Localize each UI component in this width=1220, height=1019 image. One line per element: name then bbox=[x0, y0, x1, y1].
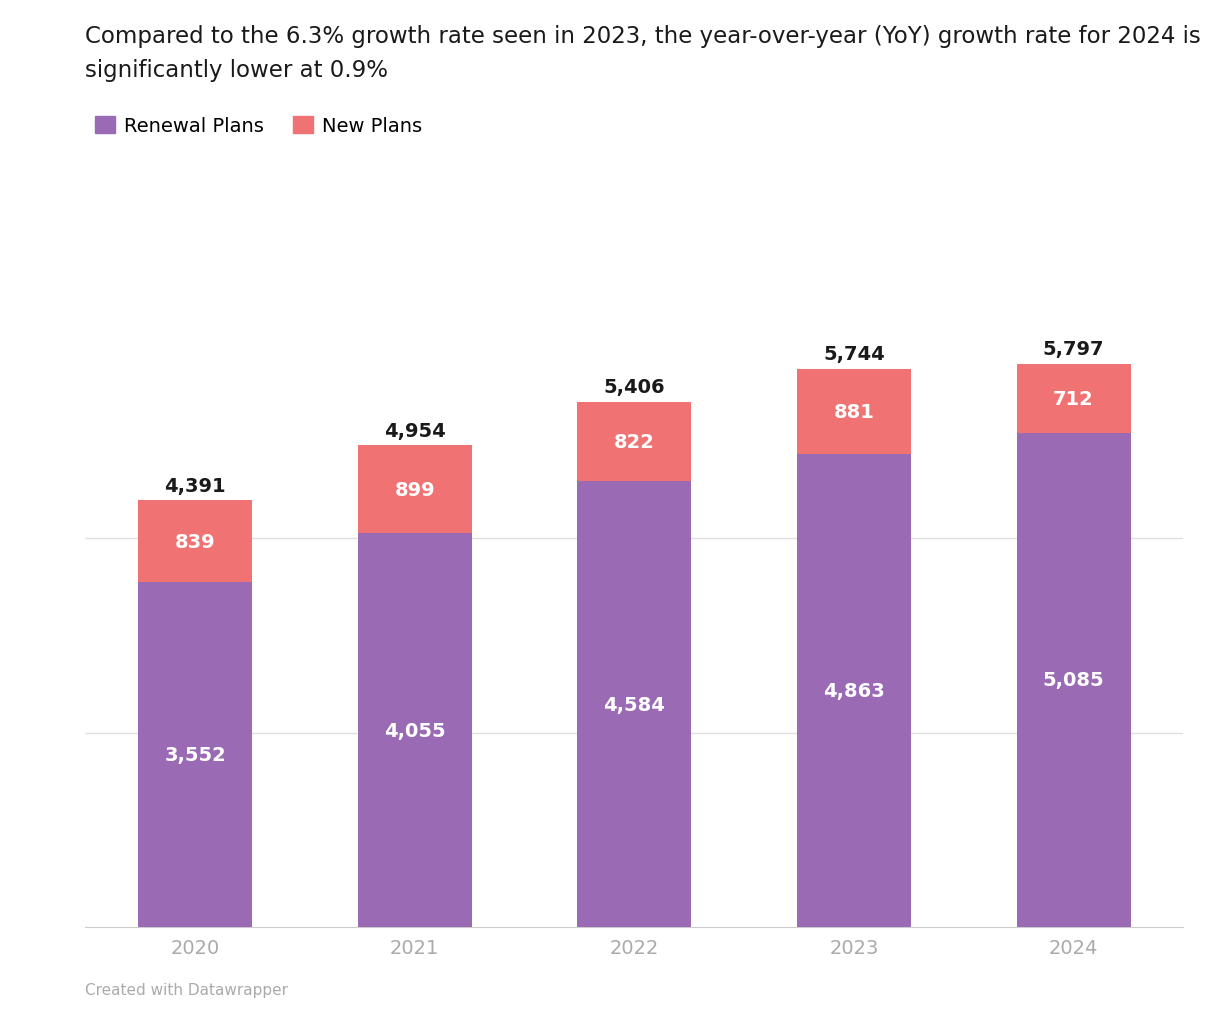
Bar bbox=[577, 403, 692, 482]
Text: 5,744: 5,744 bbox=[824, 345, 884, 364]
Text: 899: 899 bbox=[394, 480, 436, 499]
Text: 839: 839 bbox=[174, 532, 216, 551]
Bar bbox=[1016, 433, 1131, 927]
Text: 712: 712 bbox=[1053, 389, 1094, 409]
Bar bbox=[357, 446, 472, 533]
Text: 4,863: 4,863 bbox=[824, 682, 884, 701]
Bar bbox=[357, 533, 472, 927]
Text: 4,055: 4,055 bbox=[384, 720, 445, 740]
Text: 5,797: 5,797 bbox=[1043, 339, 1104, 359]
Text: 5,406: 5,406 bbox=[604, 378, 665, 396]
Text: 822: 822 bbox=[614, 433, 655, 451]
Bar bbox=[138, 582, 253, 927]
Text: 881: 881 bbox=[833, 403, 875, 422]
Text: Created with Datawrapper: Created with Datawrapper bbox=[85, 981, 288, 997]
Text: 4,954: 4,954 bbox=[384, 422, 445, 440]
Text: significantly lower at 0.9%: significantly lower at 0.9% bbox=[85, 59, 388, 83]
Text: 4,584: 4,584 bbox=[604, 695, 665, 714]
Text: 5,085: 5,085 bbox=[1043, 671, 1104, 690]
Text: Compared to the 6.3% growth rate seen in 2023, the year-over-year (YoY) growth r: Compared to the 6.3% growth rate seen in… bbox=[85, 25, 1202, 49]
Bar bbox=[138, 500, 253, 582]
Text: 3,552: 3,552 bbox=[165, 745, 226, 764]
Legend: Renewal Plans, New Plans: Renewal Plans, New Plans bbox=[95, 117, 422, 137]
Bar bbox=[797, 454, 911, 927]
Bar bbox=[1016, 364, 1131, 433]
Text: 4,391: 4,391 bbox=[165, 477, 226, 495]
Bar bbox=[577, 482, 692, 927]
Bar bbox=[797, 369, 911, 454]
